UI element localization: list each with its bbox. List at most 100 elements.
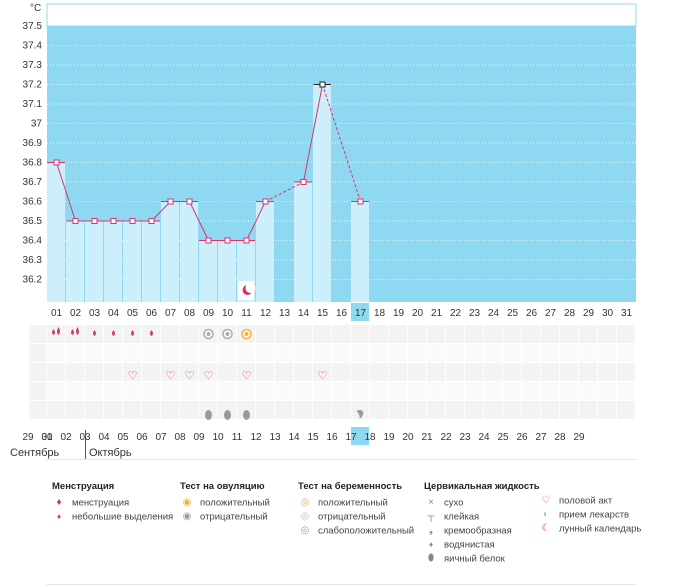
- cycle-day-label: 17: [345, 432, 357, 443]
- row-cell: [180, 382, 198, 400]
- menstruation-icon: [76, 327, 79, 335]
- temperature-bar: [47, 162, 65, 302]
- row-cell: [218, 382, 236, 400]
- row-cell: [617, 363, 635, 381]
- row-cell: [389, 363, 407, 381]
- legend-label: положительный: [200, 497, 270, 509]
- row-cell: [275, 401, 293, 419]
- cycle-day-label: 06: [136, 432, 148, 443]
- legend-pregnancy: Тест на беременность ◎ положительный ◎ отр…: [298, 481, 414, 538]
- sticky-icon: ┬: [427, 511, 435, 522]
- temperature-bar: [66, 221, 84, 302]
- day-label: 24: [488, 308, 500, 319]
- day-label: 16: [336, 308, 348, 319]
- row-cell: [237, 401, 255, 419]
- legend-item: ♡ половой акт: [539, 494, 641, 508]
- row-cell: [161, 363, 179, 381]
- row-cell: [427, 344, 445, 362]
- y-tick-label: 36.8: [23, 158, 43, 169]
- spotting-icon: [112, 330, 115, 336]
- day-label: 21: [431, 308, 443, 319]
- legend-item: ◉ положительный: [180, 496, 270, 510]
- cycle-day-label: 29: [573, 432, 585, 443]
- row-cell: [598, 344, 616, 362]
- cycle-day-label: 12: [250, 432, 262, 443]
- drop-icon: ♦: [56, 512, 62, 521]
- row-cell: [522, 325, 540, 343]
- temperature-bar: [142, 221, 160, 302]
- legend-menstruation-title: Менструация: [52, 481, 115, 492]
- temperature-point: [129, 218, 136, 224]
- row-cell: [161, 401, 179, 419]
- temperature-point: [110, 218, 117, 224]
- legend-bottom-divider: [46, 584, 636, 585]
- legend-label: менструация: [72, 497, 130, 509]
- row-cell: [199, 363, 217, 381]
- y-tick-label: 36.4: [23, 236, 43, 247]
- legend-label: сухо: [444, 497, 464, 509]
- legend-label: отрицательный: [200, 511, 268, 523]
- temperature-bar: [85, 221, 103, 302]
- temperature-bar: [218, 240, 236, 302]
- day-label: 20: [412, 308, 424, 319]
- row-cell: [256, 401, 274, 419]
- temperature-bar: [161, 201, 179, 302]
- cycle-day-label: 13: [269, 432, 281, 443]
- legend-item: ◎ слабоположительный: [298, 524, 414, 538]
- temperature-line-dashed: [265, 181, 304, 202]
- legend-item: ☾ лунный календарь: [539, 522, 642, 536]
- temperature-point: [300, 179, 307, 185]
- legend-label: небольшие выделения: [72, 511, 174, 523]
- egg-white-icon: [224, 410, 231, 420]
- day-label: 28: [564, 308, 576, 319]
- row-cell: [332, 325, 350, 343]
- cycle-day-label: 19: [383, 432, 395, 443]
- row-cell: [104, 363, 122, 381]
- row-cell: [351, 344, 369, 362]
- temperature-bar: [294, 182, 312, 302]
- row-cell: [427, 363, 445, 381]
- row-cell: [408, 344, 426, 362]
- row-cell: [560, 344, 578, 362]
- pregnancy-positive-icon: ◎: [300, 497, 310, 508]
- row-cell: [294, 325, 312, 343]
- cycle-day-label: 08: [174, 432, 186, 443]
- moon-shadow: [245, 283, 256, 293]
- row-cell: [142, 344, 160, 362]
- row-cell: [598, 325, 616, 343]
- row-cell: [560, 363, 578, 381]
- row-cell: [370, 363, 388, 381]
- row-cell: [180, 344, 198, 362]
- day-label: 08: [184, 308, 196, 319]
- row-cell: [199, 344, 217, 362]
- cycle-day-label: 20: [402, 432, 414, 443]
- row-cell: [484, 344, 502, 362]
- row-cell: [313, 344, 331, 362]
- row-cell: [85, 401, 103, 419]
- row-cell: [332, 344, 350, 362]
- day-label: 19: [393, 308, 405, 319]
- row-cell: [598, 401, 616, 419]
- cycle-day-label: 25: [497, 432, 509, 443]
- legend-item: ♦ небольшие выделения: [52, 510, 173, 524]
- row-cell: [161, 382, 179, 400]
- row-cell: [275, 363, 293, 381]
- row-cell: [104, 401, 122, 419]
- cycle-day-label: 21: [421, 432, 433, 443]
- temperature-bar: [351, 201, 369, 302]
- row-cell: [237, 344, 255, 362]
- heart-icon: ♡: [242, 369, 252, 382]
- row-cell: [484, 325, 502, 343]
- row-cell: [104, 382, 122, 400]
- row-cell: [541, 344, 559, 362]
- row-cell: [541, 325, 559, 343]
- row-cell: [579, 325, 597, 343]
- row-cell: [104, 344, 122, 362]
- row-cell: [408, 325, 426, 343]
- row-cell: [503, 363, 521, 381]
- cycle-day-label: 24: [478, 432, 490, 443]
- row-cell: [294, 401, 312, 419]
- row-cell: [370, 325, 388, 343]
- temperature-point: [53, 159, 60, 166]
- row-cell: [275, 325, 293, 343]
